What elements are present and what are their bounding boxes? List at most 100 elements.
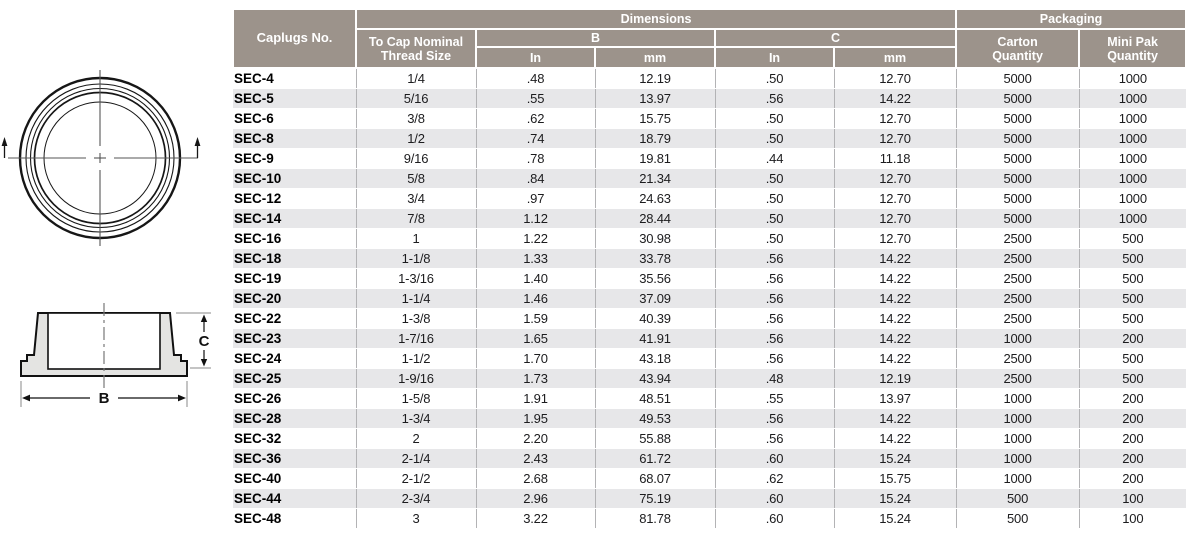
value-cell: 9/16 bbox=[355, 148, 476, 169]
caplugs-no-cell: SEC-40 bbox=[233, 468, 356, 489]
value-cell: 500 bbox=[1078, 288, 1187, 309]
value-cell: 5000 bbox=[955, 88, 1080, 109]
value-cell: 1.91 bbox=[475, 388, 595, 409]
value-cell: 1000 bbox=[955, 448, 1080, 469]
header-dim-c: C bbox=[713, 28, 958, 48]
value-cell: 15.24 bbox=[833, 488, 957, 509]
value-cell: 500 bbox=[1078, 248, 1187, 269]
caplugs-no-cell: SEC-16 bbox=[233, 228, 356, 249]
table-row: SEC-32 2 2.20 55.88.56 14.22 1000 200 bbox=[233, 428, 1187, 449]
value-cell: .50 bbox=[714, 68, 834, 89]
cap-top-view-drawing bbox=[1, 70, 201, 246]
value-cell: 1-3/8 bbox=[355, 308, 476, 329]
value-cell: 1-5/8 bbox=[355, 388, 476, 409]
value-cell: 1 bbox=[355, 228, 476, 249]
value-cell: 14.22 bbox=[833, 408, 957, 429]
value-cell: 1.46 bbox=[475, 288, 595, 309]
value-cell: .78 bbox=[475, 148, 595, 169]
value-cell: 14.22 bbox=[833, 428, 957, 449]
value-cell: 500 bbox=[955, 488, 1080, 509]
value-cell: 1.73 bbox=[475, 368, 595, 389]
value-cell: 1.22 bbox=[475, 228, 595, 249]
value-cell: 500 bbox=[1078, 308, 1187, 329]
value-cell: 13.97 bbox=[594, 88, 715, 109]
value-cell: 1000 bbox=[955, 388, 1080, 409]
caplugs-no-cell: SEC-24 bbox=[233, 348, 356, 369]
table-row: SEC-16 1 1.22 30.98.50 12.70 2500 500 bbox=[233, 228, 1187, 249]
value-cell: 14.22 bbox=[833, 88, 957, 109]
value-cell: 2-1/4 bbox=[355, 448, 476, 469]
value-cell: 43.18 bbox=[594, 348, 715, 369]
value-cell: 12.70 bbox=[833, 168, 957, 189]
caplugs-no-cell: SEC-22 bbox=[233, 308, 356, 329]
value-cell: 2.43 bbox=[475, 448, 595, 469]
value-cell: 1-1/4 bbox=[355, 288, 476, 309]
value-cell: .56 bbox=[714, 248, 834, 269]
value-cell: 1-1/8 bbox=[355, 248, 476, 269]
value-cell: 1000 bbox=[955, 328, 1080, 349]
value-cell: 68.07 bbox=[594, 468, 715, 489]
value-cell: 12.19 bbox=[833, 368, 957, 389]
value-cell: .60 bbox=[714, 488, 834, 509]
value-cell: .48 bbox=[714, 368, 834, 389]
value-cell: 5000 bbox=[955, 68, 1080, 89]
caplugs-no-cell: SEC-44 bbox=[233, 488, 356, 509]
table-row: SEC-18 1-1/8 1.33 33.78.56 14.22 2500 500 bbox=[233, 248, 1187, 269]
value-cell: .50 bbox=[714, 108, 834, 129]
value-cell: 2500 bbox=[955, 288, 1080, 309]
value-cell: .50 bbox=[714, 188, 834, 209]
value-cell: 2.20 bbox=[475, 428, 595, 449]
value-cell: .60 bbox=[714, 448, 834, 469]
table-row: SEC-48 3 3.22 81.78.60 15.24 500 100 bbox=[233, 508, 1187, 529]
header-carton-quantity: Carton Quantity bbox=[955, 28, 1081, 69]
value-cell: 19.81 bbox=[594, 148, 715, 169]
value-cell: 1000 bbox=[1078, 128, 1187, 149]
value-cell: 14.22 bbox=[833, 308, 957, 329]
value-cell: 200 bbox=[1078, 408, 1187, 429]
value-cell: .50 bbox=[714, 128, 834, 149]
value-cell: 35.56 bbox=[594, 268, 715, 289]
value-cell: 2500 bbox=[955, 308, 1080, 329]
caplugs-no-cell: SEC-8 bbox=[233, 128, 356, 149]
value-cell: 15.75 bbox=[833, 468, 957, 489]
value-cell: 2-3/4 bbox=[355, 488, 476, 509]
dim-b-label: B bbox=[99, 390, 110, 407]
value-cell: 1-3/4 bbox=[355, 408, 476, 429]
value-cell: 2.96 bbox=[475, 488, 595, 509]
value-cell: 1-9/16 bbox=[355, 368, 476, 389]
value-cell: 1-7/16 bbox=[355, 328, 476, 349]
value-cell: .62 bbox=[714, 468, 834, 489]
value-cell: 200 bbox=[1078, 448, 1187, 469]
value-cell: 5/16 bbox=[355, 88, 476, 109]
value-cell: .55 bbox=[714, 388, 834, 409]
caplugs-no-cell: SEC-19 bbox=[233, 268, 356, 289]
value-cell: 14.22 bbox=[833, 348, 957, 369]
value-cell: 1000 bbox=[1078, 188, 1187, 209]
value-cell: .48 bbox=[475, 68, 595, 89]
value-cell: 1/4 bbox=[355, 68, 476, 89]
table-row: SEC-23 1-7/16 1.65 41.91.56 14.22 1000 200 bbox=[233, 328, 1187, 349]
table-row: SEC-19 1-3/16 1.40 35.56.56 14.22 2500 500 bbox=[233, 268, 1187, 289]
value-cell: 7/8 bbox=[355, 208, 476, 229]
value-cell: .56 bbox=[714, 308, 834, 329]
value-cell: .60 bbox=[714, 508, 834, 529]
value-cell: .55 bbox=[475, 88, 595, 109]
caplugs-no-cell: SEC-10 bbox=[233, 168, 356, 189]
table-row: SEC-44 2-3/4 2.96 75.19.60 15.24 500 100 bbox=[233, 488, 1187, 509]
value-cell: 1000 bbox=[955, 428, 1080, 449]
spec-table-header: Caplugs No. Dimensions Packaging To Cap … bbox=[232, 8, 1188, 69]
value-cell: 40.39 bbox=[594, 308, 715, 329]
caplugs-no-cell: SEC-20 bbox=[233, 288, 356, 309]
value-cell: 1/2 bbox=[355, 128, 476, 149]
section-arrow-left bbox=[1, 137, 8, 158]
value-cell: 200 bbox=[1078, 328, 1187, 349]
table-row: SEC-6 3/8.62 15.75.50 12.70 5000 1000 bbox=[233, 108, 1187, 129]
table-row: SEC-12 3/4.97 24.63.50 12.70 5000 1000 bbox=[233, 188, 1187, 209]
value-cell: 5000 bbox=[955, 188, 1080, 209]
value-cell: 12.70 bbox=[833, 228, 957, 249]
value-cell: 1.12 bbox=[475, 208, 595, 229]
table-row: SEC-8 1/2.74 18.79.50 12.70 5000 1000 bbox=[233, 128, 1187, 149]
value-cell: .56 bbox=[714, 88, 834, 109]
value-cell: 200 bbox=[1078, 388, 1187, 409]
